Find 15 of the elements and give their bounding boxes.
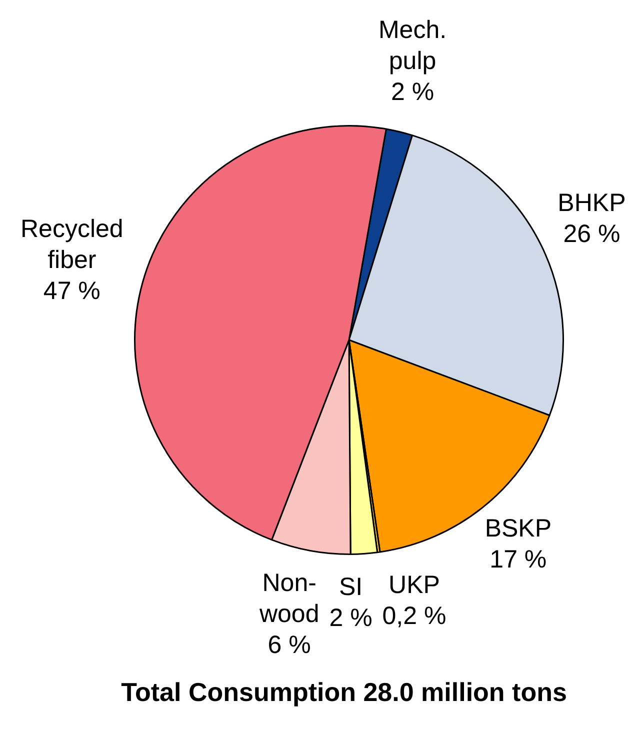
slice-label: UKP [388,571,440,600]
data-label: 2 % [329,604,372,632]
slice-label: Non-wood [258,569,320,628]
data-label: 6 % [268,631,311,660]
slice-label: Mech. pulp [378,16,447,76]
data-label: 2 % [390,78,434,106]
data-label: 26 % [563,220,620,248]
data-label: 0,2 % [382,602,446,630]
data-label: 47 % [43,277,100,305]
data-label: 17 % [490,545,547,574]
slice-label: BHKP [558,188,626,217]
slice-label: BSKP [484,514,552,542]
slice-label: SI [338,572,363,601]
text: Total Consumption 28.0 million tons [120,676,568,709]
slice-label: Recycled fiber [20,215,124,274]
